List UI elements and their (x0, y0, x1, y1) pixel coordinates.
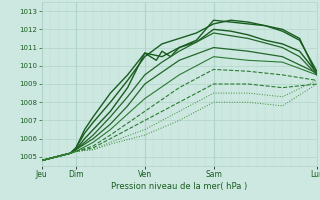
X-axis label: Pression niveau de la mer( hPa ): Pression niveau de la mer( hPa ) (111, 182, 247, 191)
